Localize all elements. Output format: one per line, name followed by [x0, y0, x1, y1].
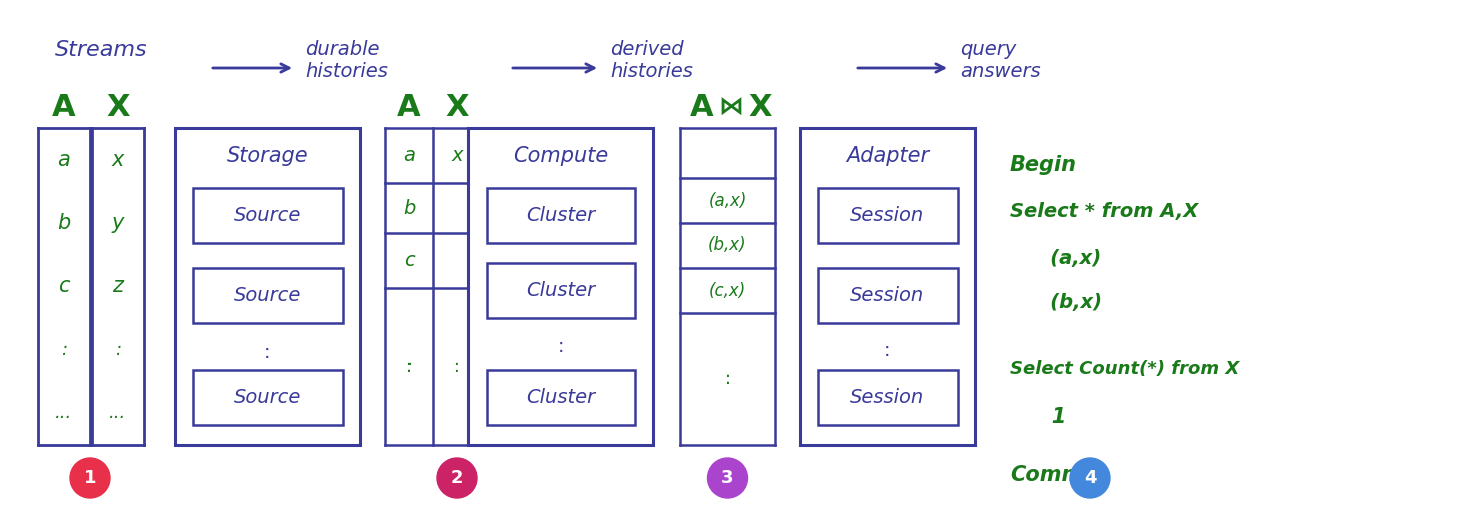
- Text: :: :: [115, 341, 121, 359]
- Text: Streams: Streams: [55, 40, 147, 60]
- Text: query
answers: query answers: [961, 40, 1041, 81]
- Text: Session: Session: [850, 206, 924, 225]
- Circle shape: [1070, 458, 1110, 498]
- Text: Begin: Begin: [1010, 155, 1077, 175]
- Bar: [486, 370, 635, 425]
- Text: c: c: [58, 277, 70, 297]
- Text: 4: 4: [1083, 469, 1096, 487]
- Text: :: :: [264, 344, 270, 363]
- Circle shape: [437, 458, 477, 498]
- Text: Cluster: Cluster: [526, 206, 596, 225]
- Text: Select Count(*) from X: Select Count(*) from X: [1010, 360, 1240, 378]
- Text: 1: 1: [83, 469, 96, 487]
- Text: Session: Session: [850, 388, 924, 407]
- Text: X: X: [748, 94, 771, 123]
- Text: (c,x): (c,x): [710, 282, 746, 300]
- Text: b: b: [57, 213, 70, 233]
- Bar: [818, 188, 958, 243]
- Text: A: A: [691, 94, 714, 123]
- Text: Cluster: Cluster: [526, 281, 596, 300]
- Text: Storage: Storage: [226, 146, 308, 166]
- Text: X: X: [445, 94, 469, 123]
- Text: (b,x): (b,x): [708, 236, 748, 254]
- Text: b: b: [403, 198, 415, 217]
- Text: x: x: [451, 146, 463, 165]
- Text: y: y: [112, 213, 124, 233]
- Text: A: A: [53, 94, 76, 123]
- Text: a: a: [403, 146, 415, 165]
- Text: (a,x): (a,x): [1029, 249, 1101, 268]
- Text: Select * from A,X: Select * from A,X: [1010, 202, 1199, 221]
- Text: ...: ...: [110, 404, 127, 422]
- Bar: [193, 188, 343, 243]
- Text: ...: ...: [55, 404, 73, 422]
- Text: ⋈: ⋈: [718, 96, 743, 120]
- Text: :: :: [406, 357, 412, 375]
- Bar: [818, 370, 958, 425]
- Text: Adapter: Adapter: [845, 146, 929, 166]
- Bar: [193, 370, 343, 425]
- Text: x: x: [112, 150, 124, 170]
- Bar: [175, 128, 361, 445]
- Bar: [193, 268, 343, 323]
- Text: a: a: [57, 150, 70, 170]
- Text: Commit: Commit: [1010, 465, 1101, 485]
- Text: 2: 2: [451, 469, 463, 487]
- Text: Source: Source: [234, 206, 301, 225]
- Text: derived
histories: derived histories: [610, 40, 694, 81]
- Text: Source: Source: [234, 388, 301, 407]
- Text: :: :: [885, 341, 891, 360]
- Text: Compute: Compute: [512, 146, 609, 166]
- Text: :: :: [406, 357, 412, 375]
- Text: durable
histories: durable histories: [305, 40, 388, 81]
- Text: :: :: [724, 370, 730, 388]
- Bar: [469, 128, 653, 445]
- Circle shape: [70, 458, 110, 498]
- Text: 1: 1: [1029, 407, 1066, 427]
- Text: Source: Source: [234, 286, 301, 305]
- Text: X: X: [107, 94, 130, 123]
- Text: 3: 3: [721, 469, 734, 487]
- Text: c: c: [403, 251, 415, 270]
- Text: :: :: [558, 336, 564, 355]
- Bar: [800, 128, 975, 445]
- Text: (b,x): (b,x): [1029, 293, 1102, 312]
- Text: :: :: [454, 357, 460, 375]
- Text: :: :: [724, 370, 730, 388]
- Bar: [486, 263, 635, 318]
- Bar: [818, 268, 958, 323]
- Text: z: z: [112, 277, 124, 297]
- Bar: [486, 188, 635, 243]
- Text: :: :: [61, 341, 67, 359]
- Text: Session: Session: [850, 286, 924, 305]
- Text: (a,x): (a,x): [708, 192, 746, 210]
- Text: A: A: [397, 94, 420, 123]
- Text: Cluster: Cluster: [526, 388, 596, 407]
- Circle shape: [708, 458, 748, 498]
